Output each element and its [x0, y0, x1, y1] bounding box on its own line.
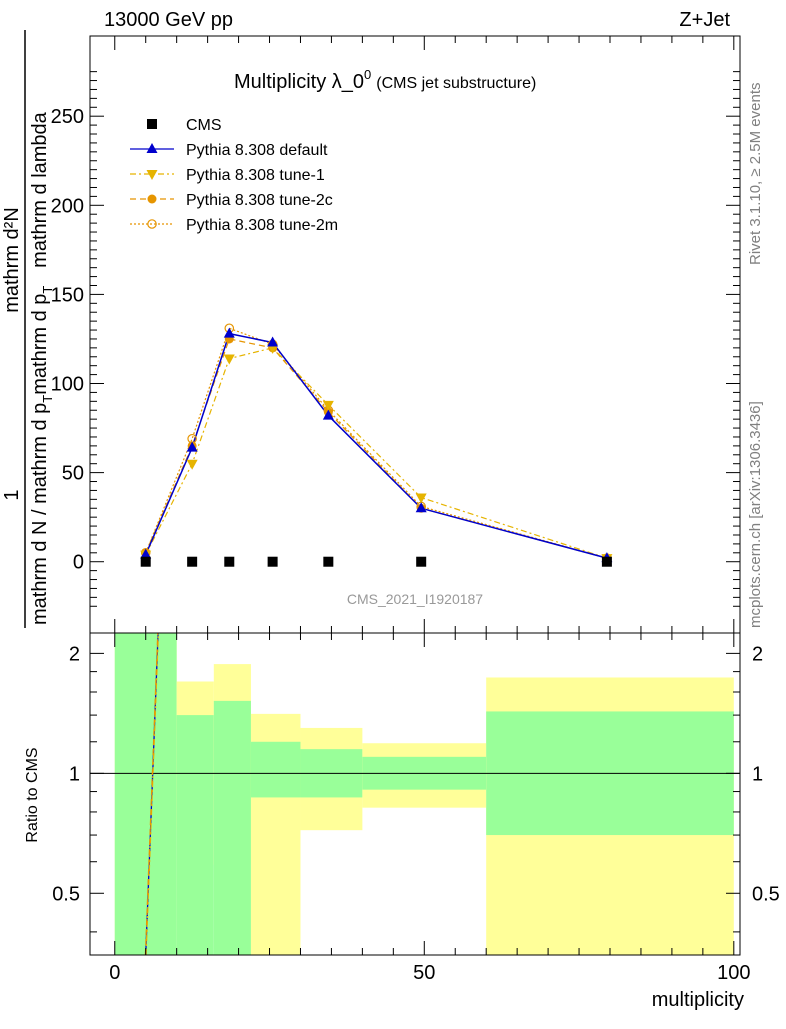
header-left: 13000 GeV pp [104, 9, 233, 31]
ratio-band-inner [176, 715, 214, 955]
data-point-data [187, 556, 198, 567]
legend-entry-tune2c: Pythia 8.308 tune-2c [130, 192, 333, 209]
legend-marker-default [146, 143, 158, 153]
data-point-tune1 [415, 493, 427, 504]
ratio-y-tick-label-left: 0.5 [52, 883, 80, 905]
data-point-data [323, 556, 334, 567]
main-x-ticks [114, 36, 735, 633]
ratio-series-lines [144, 632, 160, 956]
series-line-default [145, 332, 608, 559]
legend: CMS Pythia 8.308 default Pythia 8.308 tune… [130, 117, 338, 234]
analysis-watermark: CMS_2021_I1920187 [347, 591, 483, 607]
main-y-tick-label: 250 [51, 106, 84, 128]
data-point-tune1 [186, 459, 198, 470]
legend-entry-default: Pythia 8.308 default [130, 142, 328, 159]
ratio-y-tick-label-right: 1 [752, 763, 763, 785]
ratio-y-tick-label-left: 1 [69, 763, 80, 785]
data-point-default [223, 327, 235, 338]
legend-label: Pythia 8.308 tune-2m [186, 217, 338, 234]
chart-title: Multiplicity λ_00 (CMS jet substructure) [234, 67, 536, 93]
ratio-y-ticks: 0.5 0.5 1 1 2 2 [52, 643, 780, 933]
x-tick-label: 100 [717, 962, 750, 984]
main-y-tick-label: 0 [73, 552, 84, 574]
ratio-line-tune1 [145, 632, 160, 956]
ratio-uncertainty-bands [114, 633, 734, 955]
data-point-tune1 [223, 354, 235, 365]
chart-title-main: Multiplicity λ_0 [234, 71, 364, 93]
ylabel-numerator-one: 1 [1, 489, 23, 500]
chart-title-sub: (CMS jet substructure) [376, 75, 536, 92]
data-point-data [224, 556, 235, 567]
data-point-default [186, 441, 198, 452]
main-series-lines [145, 327, 608, 559]
legend-label: Pythia 8.308 default [186, 142, 328, 159]
data-point-default [322, 409, 334, 420]
legend-marker-tune2c [147, 194, 157, 204]
data-point-data [267, 556, 278, 567]
ylabel-den-part: mathrm d N / mathrm d p [29, 403, 51, 625]
main-y-tick-label: 150 [51, 284, 84, 306]
main-y-tick-label: 50 [62, 463, 84, 485]
ratio-x-ticks: 0 50 100 [109, 633, 750, 984]
ylabel-den-tail-sub: T [40, 286, 55, 294]
legend-label: Pythia 8.308 tune-2c [186, 192, 333, 209]
chart-title-sup: 0 [364, 67, 371, 82]
main-series-markers [140, 323, 613, 567]
ratio-y-axis-label: Ratio to CMS [24, 747, 41, 842]
data-point-data [601, 556, 612, 567]
ratio-line-tune2c [144, 632, 159, 956]
data-point-tune1 [322, 400, 334, 411]
ratio-y-tick-label-right: 2 [752, 643, 763, 665]
data-point-default [140, 548, 152, 559]
ylabel-den-sub: T [40, 395, 55, 403]
main-y-tick-label: 200 [51, 195, 84, 217]
ratio-y-tick-label-right: 0.5 [752, 883, 780, 905]
legend-label: Pythia 8.308 tune-1 [186, 167, 325, 184]
ratio-band-inner [114, 633, 177, 955]
ratio-band-inner [213, 700, 251, 955]
main-y-tick-label: 100 [51, 374, 84, 396]
legend-entry-tune1: Pythia 8.308 tune-1 [130, 167, 325, 184]
legend-entry-data: CMS [147, 117, 222, 134]
legend-entry-tune2m: Pythia 8.308 tune-2m [130, 217, 338, 234]
header-right: Z+Jet [679, 9, 730, 31]
ratio-y-tick-label-left: 2 [69, 643, 80, 665]
ratio-plot-frame [89, 632, 741, 956]
ylabel-denominator: mathrm d N / mathrm d pTmathrm d pT [29, 286, 55, 625]
ratio-band-inner [250, 741, 301, 798]
data-point-default [415, 502, 427, 513]
main-y-axis-label: 1 mathrm d N / mathrm d pTmathrm d pT ma… [1, 30, 55, 628]
legend-marker-tune1 [146, 170, 158, 180]
series-line-tune2m [145, 327, 608, 559]
x-tick-label: 0 [109, 962, 120, 984]
x-tick-label: 50 [413, 962, 435, 984]
main-y-ticks: 0 50 100 150 200 250 [51, 71, 740, 607]
legend-marker-tune2m [147, 219, 157, 229]
side-label-mcplots: mcplots.cern.ch [arXiv:1306.3436] [747, 401, 764, 628]
ylabel-inner-denominator: mathrm d lambda [29, 111, 51, 267]
legend-marker-data [147, 119, 157, 129]
legend-label: CMS [186, 117, 222, 134]
side-label-rivet: Rivet 3.1.10, ≥ 2.5M events [747, 83, 764, 266]
ylabel-den-tail: mathrm d p [29, 294, 51, 395]
ratio-plot-panel: 0.5 0.5 1 1 2 2 0 50 100 [52, 632, 780, 984]
data-point-data [140, 556, 151, 567]
x-axis-label: multiplicity [652, 989, 744, 1011]
data-point-data [416, 556, 427, 567]
ylabel-inner-numerator: mathrm d²N [1, 207, 23, 313]
data-point-default [267, 336, 279, 347]
